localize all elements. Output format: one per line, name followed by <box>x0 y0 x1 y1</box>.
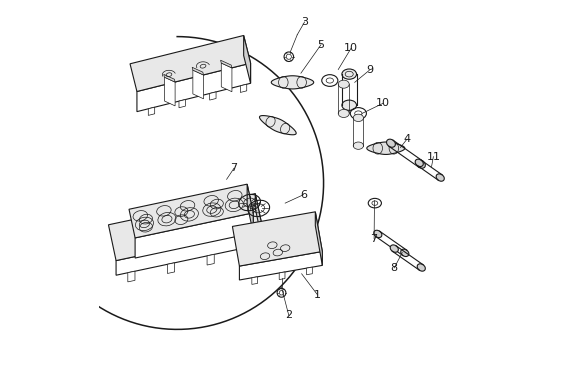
Ellipse shape <box>342 69 356 79</box>
Polygon shape <box>137 63 251 112</box>
Text: 10: 10 <box>344 43 358 53</box>
Polygon shape <box>221 60 232 68</box>
Polygon shape <box>271 76 314 89</box>
Polygon shape <box>279 272 285 280</box>
Text: 9: 9 <box>366 65 373 75</box>
Polygon shape <box>240 84 247 93</box>
Polygon shape <box>315 212 322 265</box>
Polygon shape <box>192 67 203 75</box>
Ellipse shape <box>387 139 395 147</box>
Text: 10: 10 <box>376 98 390 108</box>
Ellipse shape <box>401 249 409 257</box>
Text: 2: 2 <box>285 310 292 321</box>
Text: 7: 7 <box>370 234 378 244</box>
Polygon shape <box>164 77 175 106</box>
Polygon shape <box>193 70 203 99</box>
Polygon shape <box>252 277 258 284</box>
Text: 11: 11 <box>426 152 440 162</box>
Polygon shape <box>148 107 155 115</box>
Text: 4: 4 <box>404 134 410 144</box>
Text: 5: 5 <box>318 40 324 50</box>
Polygon shape <box>247 246 254 257</box>
Text: 7: 7 <box>230 163 238 173</box>
Polygon shape <box>179 100 185 108</box>
Ellipse shape <box>436 174 444 181</box>
Text: 1: 1 <box>314 290 321 300</box>
Polygon shape <box>128 271 135 282</box>
Ellipse shape <box>374 230 382 238</box>
Ellipse shape <box>338 109 349 117</box>
Ellipse shape <box>390 245 399 252</box>
Polygon shape <box>244 36 251 83</box>
Polygon shape <box>164 74 175 82</box>
Text: 3: 3 <box>301 17 308 27</box>
Polygon shape <box>221 63 232 92</box>
Ellipse shape <box>415 159 423 167</box>
Ellipse shape <box>353 114 364 122</box>
Ellipse shape <box>417 160 426 168</box>
Ellipse shape <box>338 80 349 88</box>
Polygon shape <box>260 116 296 135</box>
Ellipse shape <box>353 142 364 149</box>
Polygon shape <box>247 184 253 233</box>
Polygon shape <box>129 184 253 238</box>
Text: 8: 8 <box>391 263 398 273</box>
Polygon shape <box>239 251 322 280</box>
Polygon shape <box>116 229 263 275</box>
Polygon shape <box>233 212 322 266</box>
Text: 6: 6 <box>300 190 307 200</box>
Polygon shape <box>135 213 253 258</box>
Polygon shape <box>209 92 216 100</box>
Polygon shape <box>207 254 215 265</box>
Ellipse shape <box>417 264 425 271</box>
Polygon shape <box>255 194 263 244</box>
Polygon shape <box>167 263 175 273</box>
Polygon shape <box>307 267 312 275</box>
Polygon shape <box>109 194 263 261</box>
Ellipse shape <box>342 100 356 110</box>
Polygon shape <box>367 142 405 154</box>
Polygon shape <box>130 36 251 92</box>
